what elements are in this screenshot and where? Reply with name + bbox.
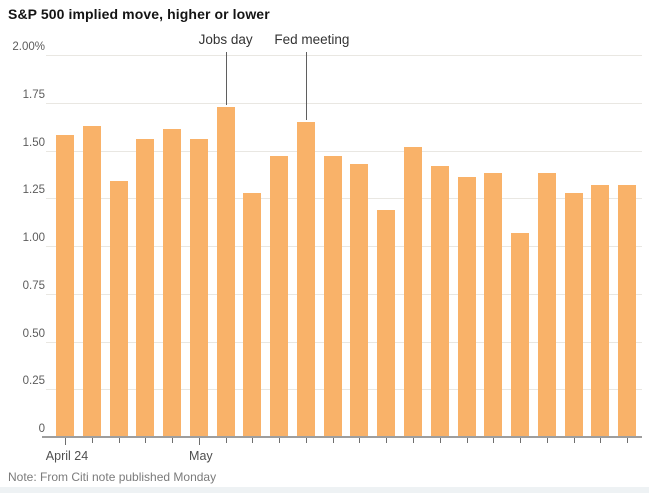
x-axis-tick — [413, 438, 414, 443]
bar — [618, 184, 637, 437]
bar — [377, 209, 396, 437]
bar — [591, 184, 610, 437]
x-axis-label: April 24 — [45, 449, 89, 463]
x-axis-tick — [91, 438, 93, 443]
x-axis-tick — [198, 438, 200, 445]
gridline — [46, 55, 642, 56]
x-axis-tick — [252, 438, 254, 443]
y-axis-label: 0.50 — [22, 327, 45, 340]
x-axis-tick — [279, 438, 281, 443]
bottom-divider — [0, 487, 649, 493]
bar — [270, 156, 289, 437]
x-axis-tick — [627, 438, 629, 443]
x-axis-tick — [118, 438, 120, 443]
x-axis-tick — [305, 438, 307, 443]
bar — [296, 121, 315, 437]
x-axis-tick — [225, 438, 227, 443]
x-axis-tick — [439, 438, 441, 443]
x-axis-tick — [332, 438, 334, 443]
y-axis-label: 1.75 — [22, 88, 45, 101]
x-axis-tick — [145, 438, 147, 443]
x-axis-tick — [546, 438, 548, 443]
y-axis-label: 0.25 — [22, 375, 45, 388]
x-axis-tick — [466, 438, 468, 443]
bar — [109, 181, 128, 437]
x-axis-tick — [65, 438, 66, 445]
x-axis-label: May — [189, 449, 213, 463]
bar — [216, 106, 235, 437]
x-axis-tick — [573, 438, 575, 443]
gridline — [46, 198, 642, 200]
y-axis-label: 1.25 — [22, 184, 45, 197]
gridline — [46, 293, 642, 295]
gridline — [46, 389, 642, 391]
x-axis-tick — [600, 438, 602, 443]
bar — [484, 173, 503, 437]
y-axis-label: 1.00 — [22, 232, 45, 244]
bar — [323, 156, 342, 437]
source-note: Note: From Citi note published Monday — [8, 470, 217, 484]
bar — [56, 135, 74, 437]
bar — [163, 129, 182, 437]
x-axis-tick — [172, 438, 174, 443]
bar — [511, 232, 530, 437]
gridline — [46, 150, 642, 152]
bar — [404, 146, 422, 437]
bar — [82, 125, 101, 437]
gridline — [46, 246, 642, 247]
bar — [430, 165, 449, 437]
x-axis-baseline — [42, 436, 642, 438]
bar — [457, 177, 476, 437]
chart-title: S&P 500 implied move, higher or lower — [8, 6, 270, 22]
y-axis-label: 1.50 — [22, 136, 45, 149]
annotation-line — [225, 52, 227, 105]
bar — [564, 192, 583, 437]
bar — [537, 173, 556, 437]
x-axis-tick — [493, 438, 495, 443]
annotation-label-fed-meeting: Fed meeting — [274, 32, 350, 47]
bar — [243, 192, 262, 437]
bar — [350, 163, 369, 437]
x-axis-tick — [359, 438, 361, 443]
gridline — [46, 341, 642, 343]
annotation-line — [305, 52, 307, 120]
y-axis-label: 0 — [38, 423, 45, 435]
y-axis-label: 2.00% — [12, 41, 45, 53]
bar — [136, 139, 155, 437]
x-axis-tick — [520, 438, 522, 443]
y-axis-label: 0.75 — [22, 279, 45, 292]
x-axis-tick — [386, 438, 388, 443]
bar — [189, 139, 208, 437]
gridline — [46, 102, 642, 104]
annotation-label-jobs-day: Jobs day — [198, 32, 253, 47]
